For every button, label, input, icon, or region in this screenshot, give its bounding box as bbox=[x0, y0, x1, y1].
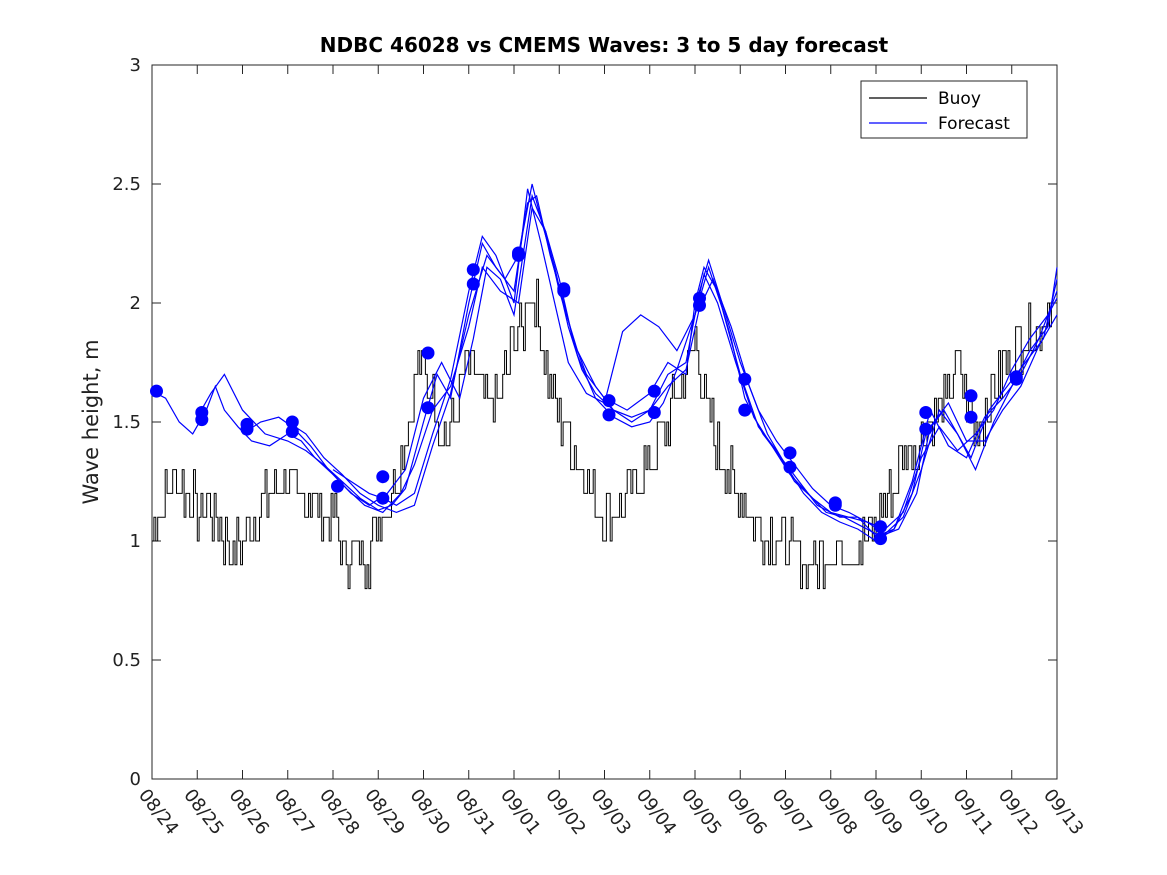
y-tick-label: 2.5 bbox=[112, 174, 141, 195]
forecast-marker bbox=[964, 389, 978, 403]
forecast-marker bbox=[1009, 372, 1023, 386]
y-tick-label: 2 bbox=[130, 293, 141, 314]
forecast-marker bbox=[874, 532, 887, 546]
legend-label-buoy: Buoy bbox=[938, 89, 981, 109]
forecast-marker bbox=[285, 415, 299, 429]
y-tick-label: 0.5 bbox=[112, 650, 141, 671]
forecast-marker bbox=[466, 263, 480, 277]
forecast-marker bbox=[828, 498, 842, 512]
y-tick-label: 0 bbox=[130, 769, 141, 790]
forecast-line-3 bbox=[242, 205, 1058, 542]
forecast-marker bbox=[195, 413, 209, 427]
y-tick-label: 3 bbox=[130, 55, 141, 76]
forecast-marker bbox=[376, 470, 390, 484]
forecast-marker bbox=[874, 520, 887, 534]
y-tick-label: 1 bbox=[130, 531, 141, 552]
forecast-marker bbox=[783, 446, 797, 460]
forecast-marker bbox=[150, 384, 163, 398]
buoy-line bbox=[152, 278, 1056, 590]
forecast-marker bbox=[376, 491, 390, 505]
forecast-marker bbox=[964, 410, 978, 424]
forecast-marker bbox=[919, 422, 933, 436]
forecast-marker bbox=[512, 248, 525, 262]
legend-box bbox=[860, 80, 1028, 139]
forecast-line-5 bbox=[332, 188, 1058, 530]
chart-title: NDBC 46028 vs CMEMS Waves: 3 to 5 day fo… bbox=[320, 33, 889, 57]
forecast-marker bbox=[738, 403, 752, 417]
forecast-line-4 bbox=[287, 194, 1058, 537]
forecast-marker bbox=[285, 425, 299, 438]
y-tick-label: 1.5 bbox=[112, 412, 141, 433]
forecast-marker bbox=[466, 277, 480, 291]
forecast-marker bbox=[647, 384, 661, 398]
forecast-marker bbox=[331, 479, 344, 493]
legend: Buoy Forecast bbox=[860, 80, 1028, 139]
forecast-marker bbox=[738, 372, 752, 386]
forecast-marker bbox=[602, 408, 616, 422]
forecast-marker bbox=[647, 406, 661, 419]
forecast-marker bbox=[693, 298, 706, 312]
forecast-marker bbox=[421, 401, 435, 415]
y-axis-label: Wave height, m bbox=[79, 339, 103, 504]
plot-area: 00.511.522.5308/2408/2508/2608/2708/2808… bbox=[112, 55, 1087, 839]
axes-box bbox=[151, 64, 1058, 780]
forecast-marker bbox=[421, 346, 435, 360]
legend-label-forecast: Forecast bbox=[938, 114, 1010, 134]
forecast-marker bbox=[919, 406, 933, 419]
forecast-marker bbox=[240, 422, 254, 436]
forecast-marker bbox=[602, 394, 616, 408]
forecast-marker bbox=[557, 284, 571, 298]
forecast-marker bbox=[783, 460, 797, 474]
